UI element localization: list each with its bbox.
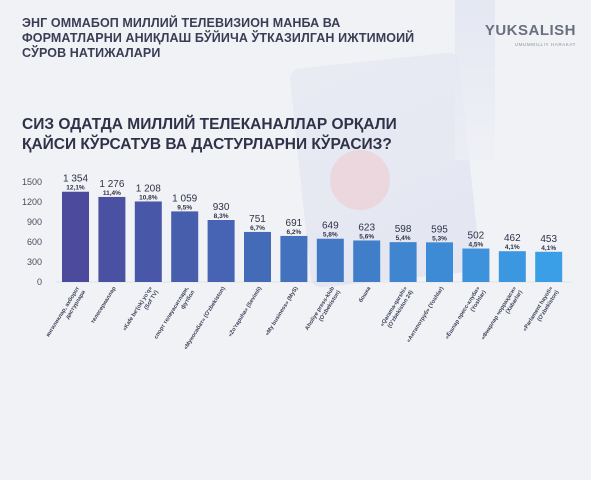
bar: [498, 251, 526, 282]
bar-value-label: 502: [468, 231, 485, 242]
x-category-label-line: бошка: [357, 285, 373, 304]
x-category-label: «Zo'rapuha» (Sevimli): [227, 286, 263, 338]
x-category-label: «Фикрлар чорраҳаси»(Xabarlar): [480, 286, 524, 345]
bar-percent-label: 6,7%: [250, 225, 265, 232]
bar: [62, 191, 89, 282]
x-category-label-line: янгиликлар, ахборот: [45, 285, 82, 338]
x-category-label-line: «Ёшлар пресс-клуби»: [444, 285, 482, 340]
x-category-label: янгиликлар, ахборотдастурлари: [45, 285, 88, 342]
bar-percent-label: 4,1%: [541, 245, 556, 252]
page-header-title: ЭНГ ОММАБОП МИЛЛИЙ ТЕЛЕВИЗИОН МАНБА ВА Ф…: [22, 16, 415, 60]
x-category-label: Aholiye press-klub(O'zbekiston): [304, 285, 342, 335]
bar: [535, 251, 563, 282]
x-category-label: «Kafe be'(ok) yo'q»(Sof TV): [122, 286, 160, 336]
y-tick-label: 0: [37, 277, 42, 287]
bar-percent-label: 5,6%: [359, 233, 374, 240]
x-category-label-line: «My business» (MyS): [265, 286, 300, 337]
y-tick-label: 600: [27, 237, 42, 247]
bar-value-label: 751: [249, 214, 266, 225]
x-category-label: «My business» (MyS): [265, 286, 300, 337]
y-tick-label: 1200: [22, 197, 42, 207]
bar-percent-label: 4,5%: [468, 242, 483, 249]
bar-percent-label: 10,8%: [139, 194, 158, 201]
bar: [207, 220, 235, 282]
bar-percent-label: 12,1%: [66, 185, 85, 192]
bar-value-label: 1 208: [136, 183, 161, 194]
bar: [462, 248, 490, 282]
x-category-label: «Qarama-qarshi»(O'zbekiston 24): [379, 286, 414, 332]
x-category-label: телесериаллар: [90, 285, 118, 324]
bar-percent-label: 9,5%: [177, 204, 192, 211]
bar-value-label: 623: [358, 222, 375, 233]
bar-percent-label: 8,3%: [214, 213, 229, 220]
bar-percent-label: 5,8%: [323, 232, 338, 239]
bar-value-label: 1 276: [99, 179, 124, 190]
bar-value-label: 453: [540, 234, 557, 245]
y-tick-label: 900: [27, 217, 42, 227]
bar-value-label: 930: [213, 202, 230, 213]
bar: [353, 240, 381, 282]
bar-value-label: 598: [395, 224, 412, 235]
chart-title: СИЗ ОДАТДА МИЛЛИЙ ТЕЛЕКАНАЛЛАР ОРҚАЛИ ҚА…: [22, 116, 397, 153]
bar: [134, 201, 162, 282]
bar-value-label: 1 354: [63, 174, 88, 185]
bar: [280, 235, 308, 282]
y-tick-label: 1500: [22, 177, 42, 187]
bar-percent-label: 11,4%: [103, 190, 121, 197]
bar: [244, 231, 271, 282]
y-tick-label: 300: [27, 257, 42, 267]
yuksalish-logo: YUKSALISH UMUMMILLIY HARAKAT: [476, 22, 576, 56]
bar: [426, 242, 453, 282]
bar: [316, 238, 344, 282]
bar-percent-label: 5,4%: [396, 235, 411, 242]
bar-percent-label: 4,1%: [505, 244, 520, 251]
bar-value-label: 649: [322, 221, 339, 232]
bar: [171, 211, 199, 282]
bar-percent-label: 5,3%: [432, 235, 447, 242]
bar-value-label: 462: [504, 233, 521, 244]
logo-subtext: UMUMMILLIY HARAKAT: [514, 42, 576, 47]
bar-percent-label: 6,2%: [286, 229, 301, 236]
x-category-label: «Parlament hayoti»(O'zbekiston): [522, 286, 560, 337]
bar-value-label: 691: [286, 218, 303, 229]
x-category-label-line: «Zo'rapuha» (Sevimli): [227, 286, 263, 338]
logo-wordmark: YUKSALISH: [484, 22, 576, 39]
bar: [389, 242, 417, 282]
bar: [98, 196, 126, 282]
x-category-label-line: телесериаллар: [90, 285, 118, 324]
x-category-label: бошка: [357, 285, 373, 304]
bar-value-label: 595: [431, 224, 448, 235]
bar-value-label: 1 059: [172, 193, 197, 204]
